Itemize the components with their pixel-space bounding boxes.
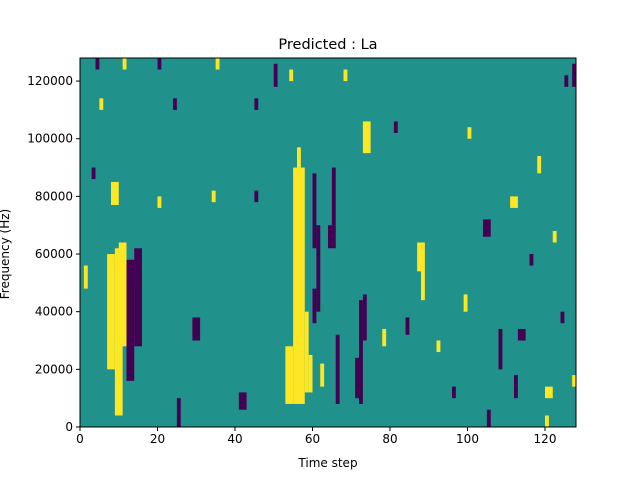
heatmap-cell: [467, 127, 472, 139]
x-axis-ticks: 0 20 40 60 80 100 120: [76, 427, 556, 446]
heatmap-cell: [297, 147, 301, 168]
heatmap-cell: [529, 254, 534, 266]
heatmap-cell: [355, 357, 360, 399]
x-axis-label: Time step: [297, 456, 357, 470]
heatmap-cell: [545, 386, 553, 399]
heatmap-cell: [83, 265, 88, 289]
heatmap-cell: [483, 219, 491, 237]
heatmap-cell: [320, 363, 325, 387]
x-tick-label: 80: [382, 432, 397, 446]
heatmap-cell: [564, 75, 569, 87]
heatmap-cell: [118, 242, 127, 347]
y-tick-label: 120000: [27, 74, 73, 88]
heatmap-cell: [436, 340, 441, 353]
heatmap-cell: [289, 69, 294, 82]
plot-frame: [79, 57, 577, 428]
heatmap-cell: [312, 288, 317, 324]
heatmap-cell: [421, 242, 425, 301]
x-tick-label: 20: [150, 432, 165, 446]
heatmap-cell: [111, 181, 119, 206]
heatmap-cell: [382, 328, 387, 347]
heatmap-cell: [343, 69, 348, 82]
heatmap-cell: [293, 167, 305, 404]
heatmap-cell: [463, 294, 468, 312]
x-tick-label: 120: [534, 432, 557, 446]
heatmap-cell: [157, 196, 162, 208]
heatmap-cell: [572, 63, 577, 87]
heatmap-cell: [572, 375, 577, 387]
heatmap-cell: [510, 196, 518, 208]
heatmap-cell: [254, 98, 259, 110]
heatmap-cell: [91, 167, 96, 180]
heatmap-cell: [362, 294, 367, 341]
heatmap-cell: [552, 230, 557, 243]
heatmap-cell: [498, 328, 503, 370]
heatmap-cell: [328, 225, 336, 249]
heatmap-cell: [537, 156, 542, 174]
heatmap-cell: [335, 334, 340, 404]
heatmap-cell: [173, 98, 177, 110]
x-tick-label: 60: [305, 432, 320, 446]
heatmap-cell: [99, 98, 104, 110]
heatmap-cell: [273, 63, 278, 87]
heatmap-cell: [560, 311, 565, 324]
y-tick-label: 40000: [35, 305, 73, 319]
heatmap-cell: [545, 415, 549, 427]
y-tick-label: 20000: [35, 362, 73, 376]
y-tick-label: 100000: [27, 132, 73, 146]
heatmap-cell: [285, 346, 294, 404]
heatmap-cell: [452, 386, 456, 399]
heatmap-cell: [304, 311, 309, 393]
heatmap-cells: [83, 58, 577, 427]
heatmap-cell: [254, 190, 259, 203]
heatmap-cell: [514, 375, 518, 399]
heatmap-cell: [331, 167, 336, 226]
heatmap-cell: [215, 58, 220, 70]
heatmap-cell: [417, 242, 422, 272]
chart-title: Predicted : La: [278, 37, 377, 53]
y-tick-label: 0: [65, 420, 73, 434]
x-tick-label: 40: [227, 432, 242, 446]
heatmap-cell: [359, 300, 363, 404]
heatmap-cell: [176, 398, 181, 427]
x-tick-label: 100: [456, 432, 479, 446]
heatmap-cell: [308, 354, 313, 393]
heatmap-cell: [157, 58, 162, 70]
heatmap-cell: [192, 317, 201, 341]
heatmap-cell: [405, 317, 410, 335]
x-tick-label: 0: [76, 432, 84, 446]
y-tick-label: 80000: [35, 189, 73, 203]
heatmap-cell: [126, 259, 135, 381]
heatmap-cell: [107, 254, 115, 370]
heatmap-cell: [312, 173, 317, 249]
heatmap-cell: [238, 392, 247, 410]
y-tick-label: 60000: [35, 247, 73, 261]
heatmap-cell: [393, 121, 398, 133]
heatmap-cell: [486, 409, 491, 427]
heatmap-cell: [122, 58, 127, 70]
plot-area: [79, 57, 577, 428]
heatmap-cell: [95, 58, 100, 70]
heatmap-cell: [362, 121, 371, 154]
y-axis-ticks: 0 20000 40000 60000 80000 100000 120000: [27, 74, 80, 434]
heatmap-cell: [316, 225, 321, 312]
heatmap-cell: [130, 259, 135, 289]
heatmap-cell: [517, 328, 526, 341]
y-axis-label: Frequency (Hz): [0, 209, 12, 300]
heatmap-cell: [211, 190, 216, 203]
heatmap-cell: [134, 248, 142, 347]
